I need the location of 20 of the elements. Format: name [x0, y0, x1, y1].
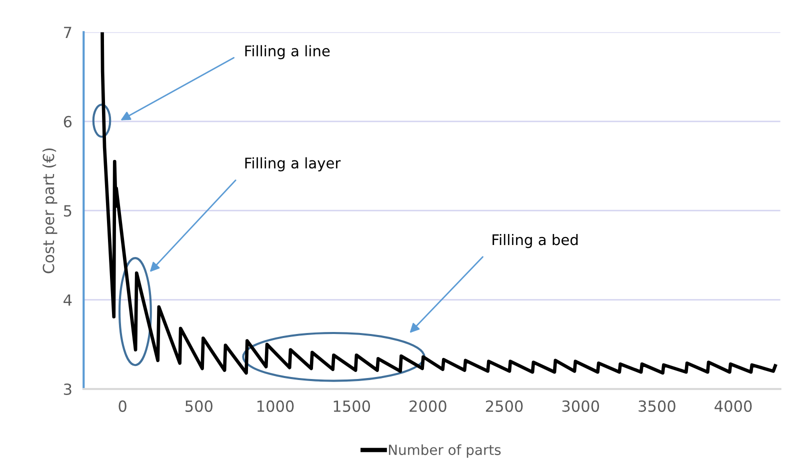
x-tick-label: 2000: [410, 400, 446, 412]
x-tick-label: 1500: [334, 400, 370, 412]
x-tick-label: 2500: [486, 400, 523, 412]
x-tick-label: 500: [186, 400, 212, 412]
x-tick-label: 4000: [714, 400, 752, 412]
annotation: Filling a line: [245, 45, 330, 60]
legend-label: Number of parts: [388, 444, 501, 458]
x-tick-label: 3500: [638, 400, 676, 412]
y-tick-label: 3: [64, 383, 72, 396]
x-tick-label: 3000: [562, 400, 600, 412]
y-tick-label: 5: [64, 205, 72, 217]
annotation: Filling a bed: [492, 234, 578, 248]
y-tick-label: 6: [64, 116, 72, 128]
x-tick-label: 1000: [257, 400, 294, 412]
y-axis-title: Cost per part (€): [42, 148, 58, 274]
line-series: [100, 32, 777, 375]
annotation: Filling a layer: [245, 157, 341, 172]
y-tick-label: 7: [64, 26, 72, 38]
y-tick-label: 4: [64, 294, 72, 306]
x-tick-label: 0: [118, 400, 126, 412]
